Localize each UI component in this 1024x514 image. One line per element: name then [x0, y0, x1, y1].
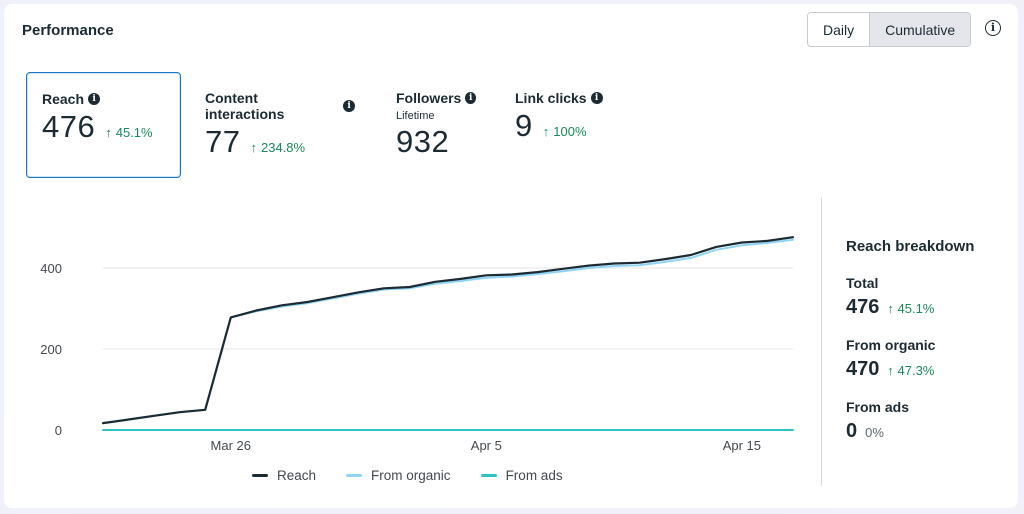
chart-legend: Reach From organic From ads [252, 468, 563, 483]
legend-swatch [252, 474, 268, 477]
metric-followers[interactable]: Followers i Lifetime 932 [381, 72, 491, 178]
y-tick-label: 0 [55, 423, 62, 438]
series-line-reach [101, 236, 795, 425]
series-line-from-organic [102, 238, 794, 425]
legend-swatch [480, 474, 497, 477]
arrow-up-icon: ↑ [105, 125, 112, 140]
metric-reach[interactable]: Reach i 476 ↑ 45.1% [26, 72, 181, 178]
metric-label: Link clicks [515, 90, 587, 106]
metric-value: 9 [515, 108, 533, 143]
info-icon[interactable]: i [465, 92, 476, 104]
breakdown-title: Reach breakdown [846, 238, 975, 255]
breakdown-value: 476 [846, 296, 880, 318]
x-tick-label: Apr 15 [723, 438, 761, 453]
legend-item-reach[interactable]: Reach [252, 468, 316, 483]
metric-sublabel: Lifetime [396, 110, 435, 122]
performance-card: Performance Daily Cumulative i Reach i 47… [4, 4, 1018, 508]
metric-change: ↑ 100% [542, 124, 587, 139]
y-tick-label: 400 [40, 261, 62, 276]
metric-label: Reach [42, 91, 85, 107]
metric-value: 932 [396, 124, 450, 159]
arrow-up-icon: ↑ [250, 140, 257, 155]
breakdown-change: 0% [865, 425, 884, 440]
legend-item-organic[interactable]: From organic [346, 468, 451, 483]
x-tick-label: Apr 5 [471, 438, 502, 453]
page-title: Performance [22, 22, 114, 39]
metric-content-interactions[interactable]: Content interactions i 77 ↑ 234.8% [190, 72, 370, 178]
metric-change: ↑ 45.1% [105, 125, 153, 140]
metric-change: ↑ 234.8% [250, 140, 306, 155]
arrow-up-icon: ↑ [887, 363, 898, 378]
breakdown-change: ↑ 47.3% [887, 363, 935, 378]
arrow-up-icon: ↑ [542, 124, 550, 139]
info-icon[interactable]: i [88, 93, 101, 105]
cumulative-button[interactable]: Cumulative [869, 13, 971, 46]
metric-value: 476 [42, 109, 96, 144]
x-tick-label: Mar 26 [211, 438, 251, 453]
divider [821, 198, 822, 486]
info-icon[interactable]: i [985, 20, 1001, 36]
info-icon[interactable]: i [590, 92, 603, 104]
info-icon[interactable]: i [343, 100, 355, 112]
metric-link-clicks[interactable]: Link clicks i 9 ↑ 100% [500, 72, 630, 178]
y-tick-label: 200 [40, 342, 62, 357]
metric-value: 77 [205, 124, 241, 159]
breakdown-change: ↑ 45.1% [887, 301, 935, 316]
metric-label: Followers [396, 90, 462, 106]
breakdown-label: Total [846, 275, 879, 291]
view-toggle[interactable]: Daily Cumulative [807, 12, 972, 47]
metric-label: Content interactions [205, 90, 285, 122]
breakdown-value: 470 [846, 358, 880, 380]
reach-breakdown-panel: Reach breakdown Total 476 ↑ 45.1% From o… [846, 238, 1006, 461]
legend-item-ads[interactable]: From ads [480, 468, 563, 483]
breakdown-label: From ads [846, 399, 910, 415]
breakdown-label: From organic [846, 337, 936, 353]
arrow-up-icon: ↑ [887, 301, 898, 316]
breakdown-value: 0 [846, 420, 858, 442]
legend-swatch [346, 474, 363, 477]
daily-button[interactable]: Daily [808, 13, 870, 46]
